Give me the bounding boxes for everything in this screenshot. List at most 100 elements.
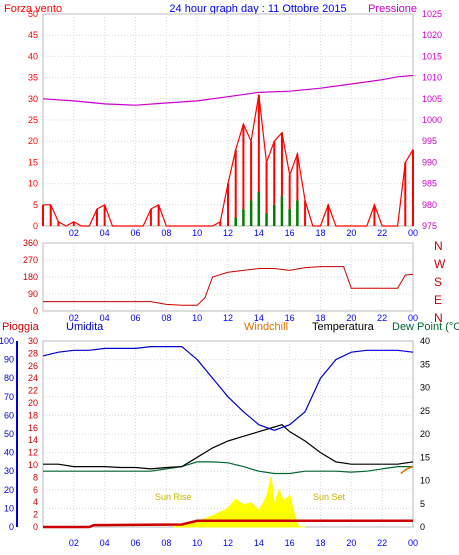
direction-tick-label: 0 (33, 306, 38, 316)
humidity-tick-label: 70 (4, 392, 14, 402)
wind-pressure-series (42, 74, 414, 227)
x-tick-label: 10 (192, 313, 202, 323)
gridlines (43, 14, 413, 527)
x-tick-label: 10 (192, 228, 202, 238)
wind-tick-label: 10 (28, 179, 38, 189)
x-tick-label: 16 (285, 228, 295, 238)
wind-tick-label: 25 (28, 115, 38, 125)
rain-tick-label: 8 (33, 472, 38, 482)
pressure-tick-label: 1015 (422, 51, 442, 61)
pressure-tick-label: 1025 (422, 9, 442, 19)
x-tick-label: 22 (377, 228, 387, 238)
legend-windchill: Windchill (244, 321, 288, 333)
pressure-tick-label: 1010 (422, 73, 442, 83)
pressure-tick-label: 990 (422, 157, 437, 167)
legend-temperature: Temperatura (312, 321, 375, 333)
rain-tick-label: 4 (33, 497, 38, 507)
rain-tick-label: 10 (28, 460, 38, 470)
compass-label: N (434, 239, 443, 253)
legend-rain: Pioggia (2, 321, 40, 333)
x-tick-label: 14 (254, 228, 264, 238)
rain-line (43, 519, 413, 529)
x-tick-label: 20 (346, 228, 356, 238)
temperature-axis-labels: 40 35 30 25 20 15 10 5 0 (420, 336, 430, 532)
compass-label: S (434, 275, 442, 289)
direction-tick-label: 270 (23, 255, 38, 265)
pressure-tick-label: 980 (422, 200, 437, 210)
rain-tick-label: 16 (28, 423, 38, 433)
x-tick-label: 06 (130, 313, 140, 323)
sun-set-label: Sun Set (313, 492, 346, 502)
wind-tick-label: 45 (28, 30, 38, 40)
rain-tick-label: 26 (28, 361, 38, 371)
rain-tick-label: 30 (28, 336, 38, 346)
rain-tick-label: 22 (28, 386, 38, 396)
wind-tick-label: 5 (33, 200, 38, 210)
rain-tick-label: 28 (28, 348, 38, 358)
x-tick-label: 02 (69, 313, 79, 323)
x-tick-label: 12 (223, 538, 233, 548)
chart-title: 24 hour graph day : 11 Ottobre 2015 (169, 3, 346, 15)
wind-tick-label: 20 (28, 136, 38, 146)
x-tick-label: 16 (285, 313, 295, 323)
rain-tick-label: 18 (28, 410, 38, 420)
x-tick-label: 12 (223, 313, 233, 323)
temperature-tick-label: 40 (420, 336, 430, 346)
x-tick-label: 20 (346, 313, 356, 323)
temperature-tick-label: 0 (420, 522, 425, 532)
sun-area (173, 476, 306, 528)
temperature-line (43, 424, 414, 470)
pressure-line (42, 74, 414, 106)
x-tick-label: 04 (100, 313, 110, 323)
direction-series (43, 266, 414, 306)
rain-tick-label: 20 (28, 398, 38, 408)
compass-label: N (434, 311, 443, 325)
compass-label: W (434, 257, 446, 271)
direction-line (43, 266, 414, 306)
pressure-tick-label: 985 (422, 179, 437, 189)
x-tick-label: 16 (285, 538, 295, 548)
direction-tick-label: 180 (23, 272, 38, 282)
x-tick-label: 12 (223, 228, 233, 238)
temperature-tick-label: 30 (420, 383, 430, 393)
temp-humidity-series (42, 346, 414, 529)
rain-tick-label: 12 (28, 448, 38, 458)
humidity-tick-label: 80 (4, 373, 14, 383)
humidity-tick-label: 50 (4, 429, 14, 439)
x-tick-labels: 02 04 06 08 10 12 14 16 18 20 22 00 02 04 06 08 10 12 14 16… (69, 228, 418, 548)
x-tick-label: 04 (100, 228, 110, 238)
x-tick-label: 18 (315, 313, 325, 323)
x-tick-label: 14 (254, 538, 264, 548)
humidity-tick-label: 60 (4, 410, 14, 420)
legend-pressure: Pressione (368, 3, 417, 15)
wind-tick-label: 35 (28, 73, 38, 83)
rain-tick-label: 0 (33, 522, 38, 532)
compass-label: E (434, 293, 442, 307)
direction-tick-label: 360 (23, 238, 38, 248)
rain-tick-label: 2 (33, 510, 38, 520)
x-tick-label: 06 (130, 538, 140, 548)
rain-tick-label: 14 (28, 435, 38, 445)
x-tick-label: 04 (100, 538, 110, 548)
x-tick-label: 02 (69, 538, 79, 548)
x-tick-label: 06 (130, 228, 140, 238)
pressure-tick-label: 1000 (422, 115, 442, 125)
pressure-tick-label: 975 (422, 221, 437, 231)
temperature-tick-label: 5 (420, 499, 425, 509)
x-tick-label: 22 (377, 313, 387, 323)
direction-axis-labels: 360 270 180 90 0 (23, 238, 38, 316)
temperature-tick-label: 35 (420, 359, 430, 369)
wind-tick-label: 30 (28, 94, 38, 104)
dewpoint-line (43, 461, 413, 475)
humidity-line (42, 346, 414, 431)
wind-tick-label: 40 (28, 51, 38, 61)
humidity-tick-label: 90 (4, 355, 14, 365)
humidity-tick-label: 40 (4, 448, 14, 458)
temperature-tick-label: 20 (420, 429, 430, 439)
legend-dewpoint: Dew Point (°C (392, 321, 459, 333)
humidity-tick-label: 10 (4, 503, 14, 513)
x-tick-label: 00 (408, 228, 418, 238)
